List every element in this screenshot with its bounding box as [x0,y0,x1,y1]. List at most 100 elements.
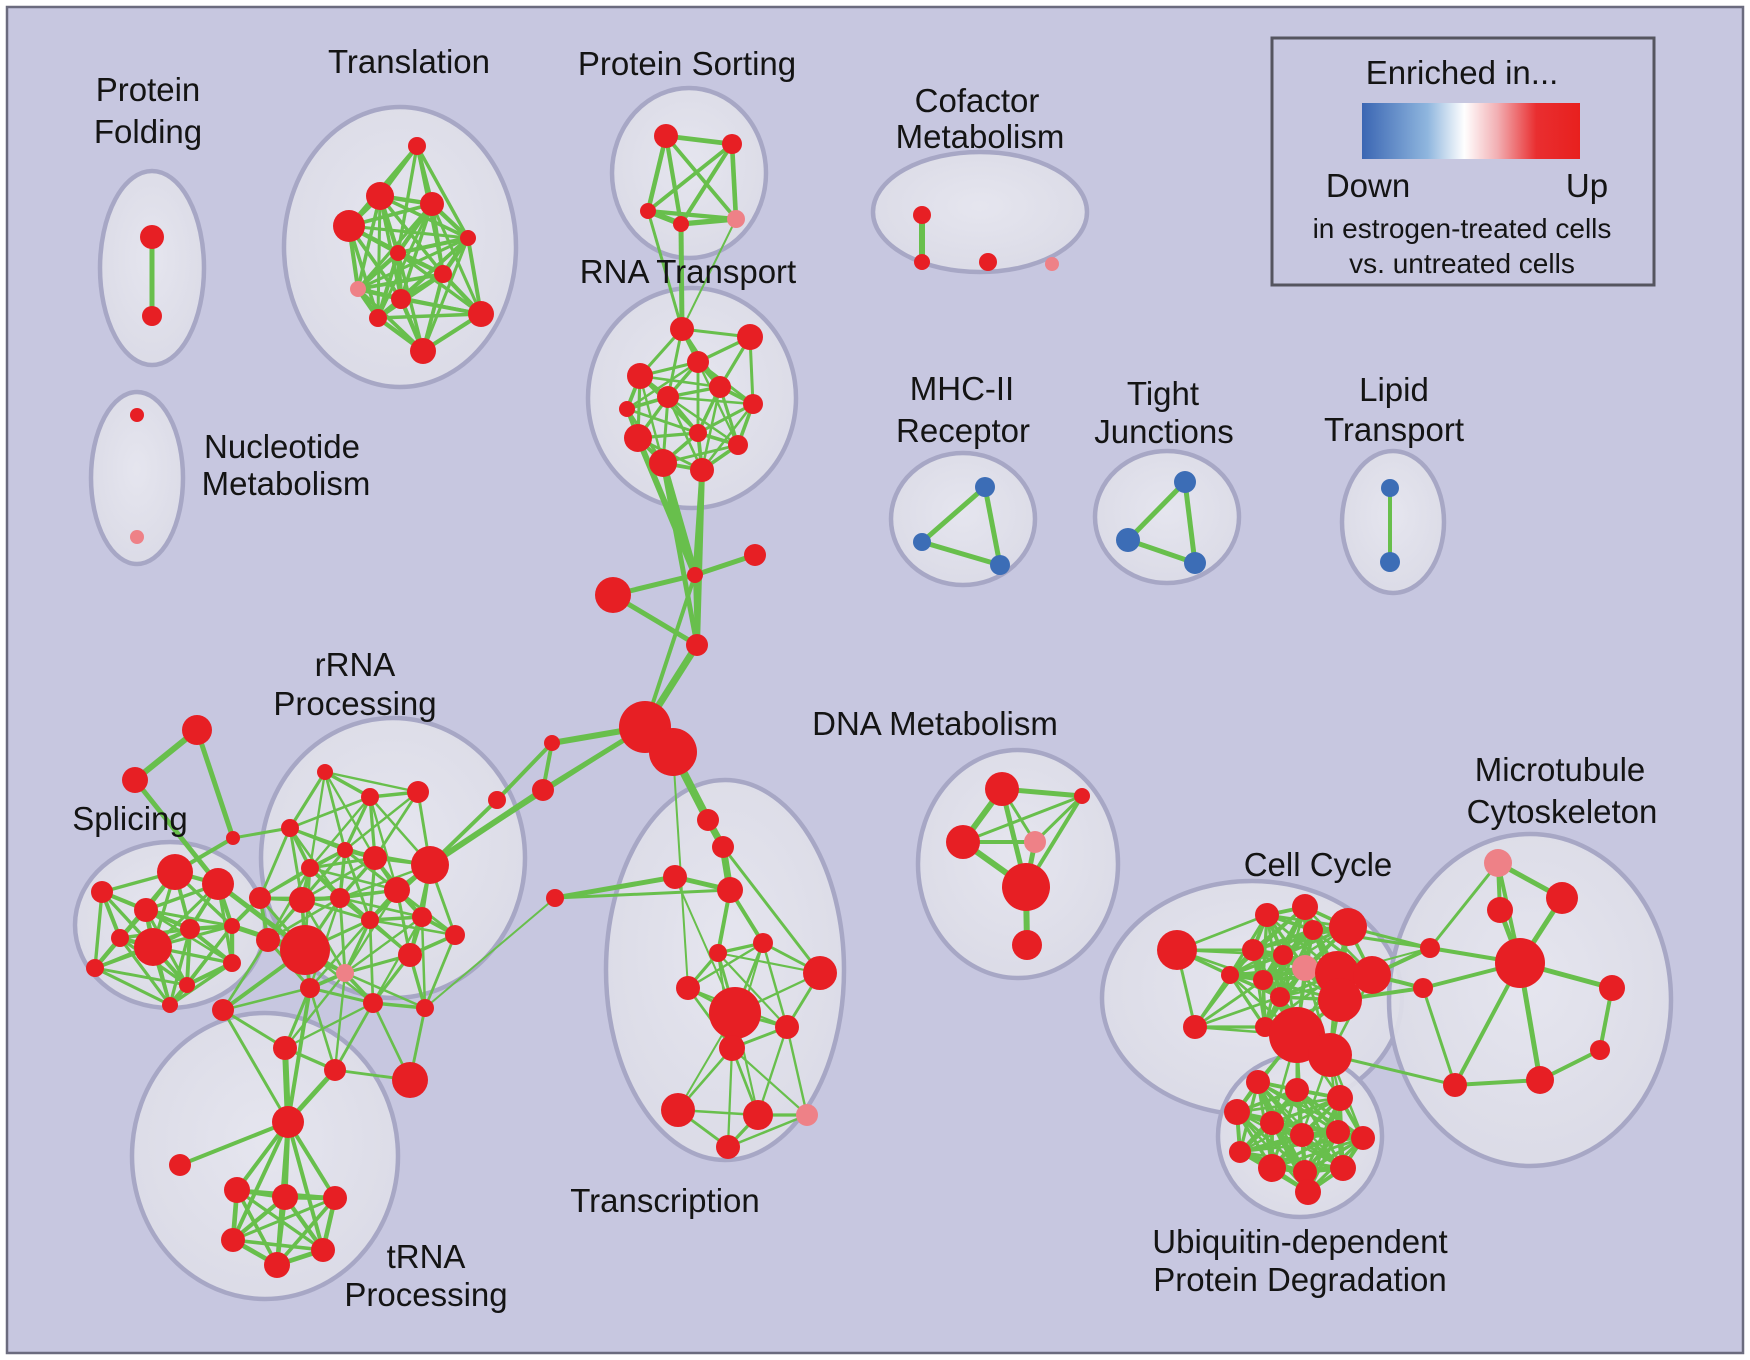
node-ubi [1330,1155,1356,1181]
node-nuc [130,530,144,544]
edge-ps [679,142,734,226]
edge-rrna [222,986,311,1012]
edge-ps [645,135,669,212]
edge-ps [663,135,684,225]
node-ch [712,836,734,858]
node-tr [775,1015,799,1039]
node-tra [460,230,476,246]
node-rrna [324,1059,346,1081]
edge-tra [415,145,470,239]
node-rrna [281,819,299,837]
node-cc [1255,903,1279,927]
node-rna [689,424,707,442]
edge-ps [646,142,734,213]
node-rna [690,458,714,482]
node-cc [1270,987,1290,1007]
edge-rrna [258,827,292,899]
node-tr [753,933,773,953]
node-dna [985,772,1019,806]
node-tra [369,309,387,327]
cluster-label-rna-transport-line1: RNA Transport [580,253,796,290]
node-mi [1443,1073,1467,1097]
node-spl [224,918,240,934]
edge-mi-mi [1421,987,1457,1086]
edge-cc [1194,995,1281,1029]
edge-cc [1229,928,1314,977]
legend-gradient-bar [1362,103,1580,159]
node-rrna [407,781,429,803]
cluster-label-protein-folding-line2: Folding [94,113,202,150]
edge-th-th [179,1120,289,1167]
node-spl [157,854,193,890]
legend-title: Enriched in... [1366,54,1559,91]
edge-rrna [343,849,372,921]
edge-mhc-mhc [920,485,987,544]
edge-tr [731,1047,808,1116]
legend-box [1270,36,1656,287]
node-spl [91,881,113,903]
edge-tr [687,941,764,990]
node-ch [663,865,687,889]
cluster-label-cofactor-metabolism-line1: Cofactor [915,82,1040,119]
edge-cc [1263,929,1315,1028]
node-cc [1303,920,1323,940]
node-rrna [330,888,350,908]
edge-tra [377,312,482,320]
node-rrna [412,907,432,927]
node-cof [914,254,930,270]
node-bb [546,889,564,907]
edge-tra [356,195,382,290]
node-cc [1353,956,1391,994]
cluster-labels: Protein Folding Translation Protein Sorting… [72,43,1657,1313]
cluster-label-tight-junctions-line1: Tight [1127,375,1199,412]
node-cc [1273,945,1293,965]
node-hex [224,1177,250,1203]
node-rna [709,376,731,398]
edge-ubi [1239,1130,1339,1154]
edge-tra [421,237,470,352]
node-rrna [363,846,387,870]
node-rrna [392,1062,428,1098]
cluster-ellipse-protein-sorting [609,85,769,261]
node-tra [410,338,436,364]
cluster-label-dna-metabolism-line1: DNA Metabolism [812,705,1058,742]
cluster-ellipse-lipid-transport [1339,448,1447,596]
cluster-label-cofactor-metabolism-line2: Metabolism [896,118,1065,155]
node-ps [673,216,689,232]
cluster-label-microtubule-cytoskeleton-line1: Microtubule [1475,751,1646,788]
node-pf [142,306,162,326]
node-dna [1002,863,1050,911]
cluster-label-microtubule-cytoskeleton-line2: Cytoskeleton [1467,793,1658,830]
node-cc [1329,908,1367,946]
edge-rrna [373,791,420,859]
node-ps [727,210,745,228]
node-cof [1045,257,1059,271]
node-rna [619,401,635,417]
edge-rna [667,395,754,406]
node-rrna [249,887,271,909]
edge-tra [357,272,444,291]
node-tri [182,715,212,745]
edge-ps [680,216,737,227]
cluster-label-lipid-transport-line2: Transport [1324,411,1464,448]
edge-th-rrna [286,987,312,1123]
node-mi [1546,882,1578,914]
edge-spl [93,891,104,969]
node-bb [686,634,708,656]
legend-down-label: Down [1326,167,1410,204]
edge-rna-bb [660,462,700,646]
node-rrna [337,842,353,858]
cluster-label-nucleotide-metabolism-line1: Nucleotide [204,428,360,465]
edge-rrna [324,770,419,794]
node-rrna [289,887,315,913]
edge-rrna [309,986,374,1005]
node-rna [728,435,748,455]
node-bb [595,577,631,613]
edge-ps-rna [681,218,737,330]
node-rna [624,424,652,452]
node-rrna [300,978,320,998]
edge-tra [348,224,469,240]
cluster-label-rrna-processing-line2: Processing [273,685,436,722]
node-spl [134,898,158,922]
cluster-ellipse-trna-processing [129,1010,401,1302]
